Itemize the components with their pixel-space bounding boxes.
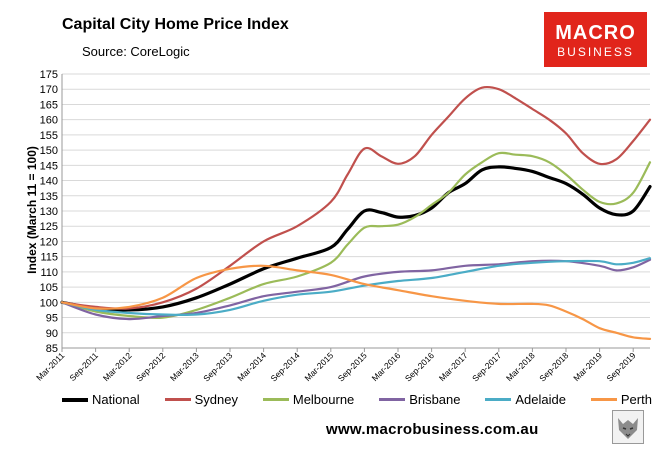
y-tick-label: 95 — [46, 313, 58, 325]
y-tick-label: 150 — [40, 145, 58, 157]
logo-line1: MACRO — [555, 22, 636, 44]
y-tick-label: 155 — [40, 130, 58, 142]
macrobusiness-logo: MACRO BUSINESS — [544, 12, 647, 67]
y-tick-label: 145 — [40, 160, 58, 172]
x-tick-label: Sep-2013 — [201, 350, 234, 383]
y-tick-label: 160 — [40, 115, 58, 127]
y-axis-label: Index (March 11 = 100) — [25, 146, 39, 274]
legend-item-adelaide: Adelaide — [485, 392, 566, 407]
legend: National Sydney Melbourne Brisbane Adelaide P… — [62, 392, 652, 407]
x-tick-label: Mar-2012 — [101, 350, 134, 383]
legend-label: Perth — [620, 392, 652, 407]
line-chart: 85 90 95 100 105 110 115 120 125 130 135 140 145 150 1… — [25, 69, 652, 383]
series-line-brisbane — [60, 258, 652, 321]
legend-label: Brisbane — [409, 392, 461, 407]
y-tick-label: 85 — [46, 343, 58, 355]
y-tick-label: 135 — [40, 191, 58, 203]
y-tick-label: 100 — [40, 297, 58, 309]
x-tick-label: Sep-2015 — [336, 350, 369, 383]
legend-label: Adelaide — [515, 392, 566, 407]
y-tick-label: 130 — [40, 206, 58, 218]
x-tick-label: Mar-2019 — [571, 350, 604, 383]
y-axis-ticks: 85 90 95 100 105 110 115 120 125 130 135 140 145 150 1… — [40, 69, 58, 355]
chart-source: Source: CoreLogic — [82, 44, 190, 59]
y-tick-label: 165 — [40, 99, 58, 111]
website-url: www.macrobusiness.com.au — [326, 421, 539, 438]
wolf-logo-icon — [612, 410, 644, 444]
x-tick-label: Mar-2015 — [302, 350, 335, 383]
legend-item-melbourne: Melbourne — [262, 392, 355, 407]
legend-label: Sydney — [194, 392, 238, 407]
x-tick-label: Mar-2016 — [370, 350, 403, 383]
y-tick-label: 120 — [40, 236, 58, 248]
legend-label: Melbourne — [292, 392, 355, 407]
y-tick-label: 105 — [40, 282, 58, 294]
legend-swatch — [590, 398, 617, 401]
series-line-melbourne — [60, 151, 652, 320]
x-tick-label: Sep-2014 — [268, 350, 301, 383]
x-tick-label: Mar-2013 — [168, 350, 201, 383]
legend-item-perth: Perth — [590, 392, 652, 407]
x-tick-label: Mar-2018 — [504, 350, 537, 383]
chart-title: Capital City Home Price Index — [62, 16, 289, 33]
x-tick-label: Sep-2012 — [134, 350, 167, 383]
x-tick-label: Sep-2018 — [537, 350, 570, 383]
y-tick-label: 90 — [46, 328, 58, 340]
x-tick-label: Sep-2019 — [604, 350, 637, 383]
x-tick-label: Mar-2014 — [235, 350, 268, 383]
series-line-perth — [60, 264, 652, 340]
series-line-adelaide — [60, 257, 652, 317]
legend-swatch — [262, 398, 289, 401]
y-tick-label: 140 — [40, 176, 58, 188]
y-tick-label: 110 — [40, 267, 58, 279]
grid-lines — [61, 73, 650, 349]
y-tick-label: 115 — [40, 252, 58, 264]
series-line-sydney — [60, 85, 652, 310]
x-tick-label: Sep-2017 — [470, 350, 503, 383]
logo-line2: BUSINESS — [557, 45, 634, 59]
x-tick-label: Mar-2011 — [34, 350, 67, 383]
y-tick-label: 170 — [40, 84, 58, 96]
y-tick-label: 125 — [40, 221, 58, 233]
legend-swatch — [379, 398, 406, 401]
series-line-national — [60, 165, 652, 312]
y-tick-label: 175 — [40, 69, 58, 81]
legend-label: National — [92, 392, 140, 407]
legend-swatch — [485, 398, 512, 401]
x-tick-label: Sep-2011 — [67, 350, 100, 383]
legend-swatch — [62, 397, 88, 402]
legend-item-national: National — [62, 392, 140, 407]
legend-swatch — [164, 398, 191, 401]
legend-item-brisbane: Brisbane — [379, 392, 461, 407]
series-lines — [60, 85, 652, 340]
legend-item-sydney: Sydney — [164, 392, 238, 407]
x-tick-label: Mar-2017 — [437, 350, 470, 383]
x-axis-ticks: Mar-2011 Sep-2011 Mar-2012 Sep-2012 Mar-2013… — [34, 348, 638, 383]
x-tick-label: Sep-2016 — [403, 350, 436, 383]
